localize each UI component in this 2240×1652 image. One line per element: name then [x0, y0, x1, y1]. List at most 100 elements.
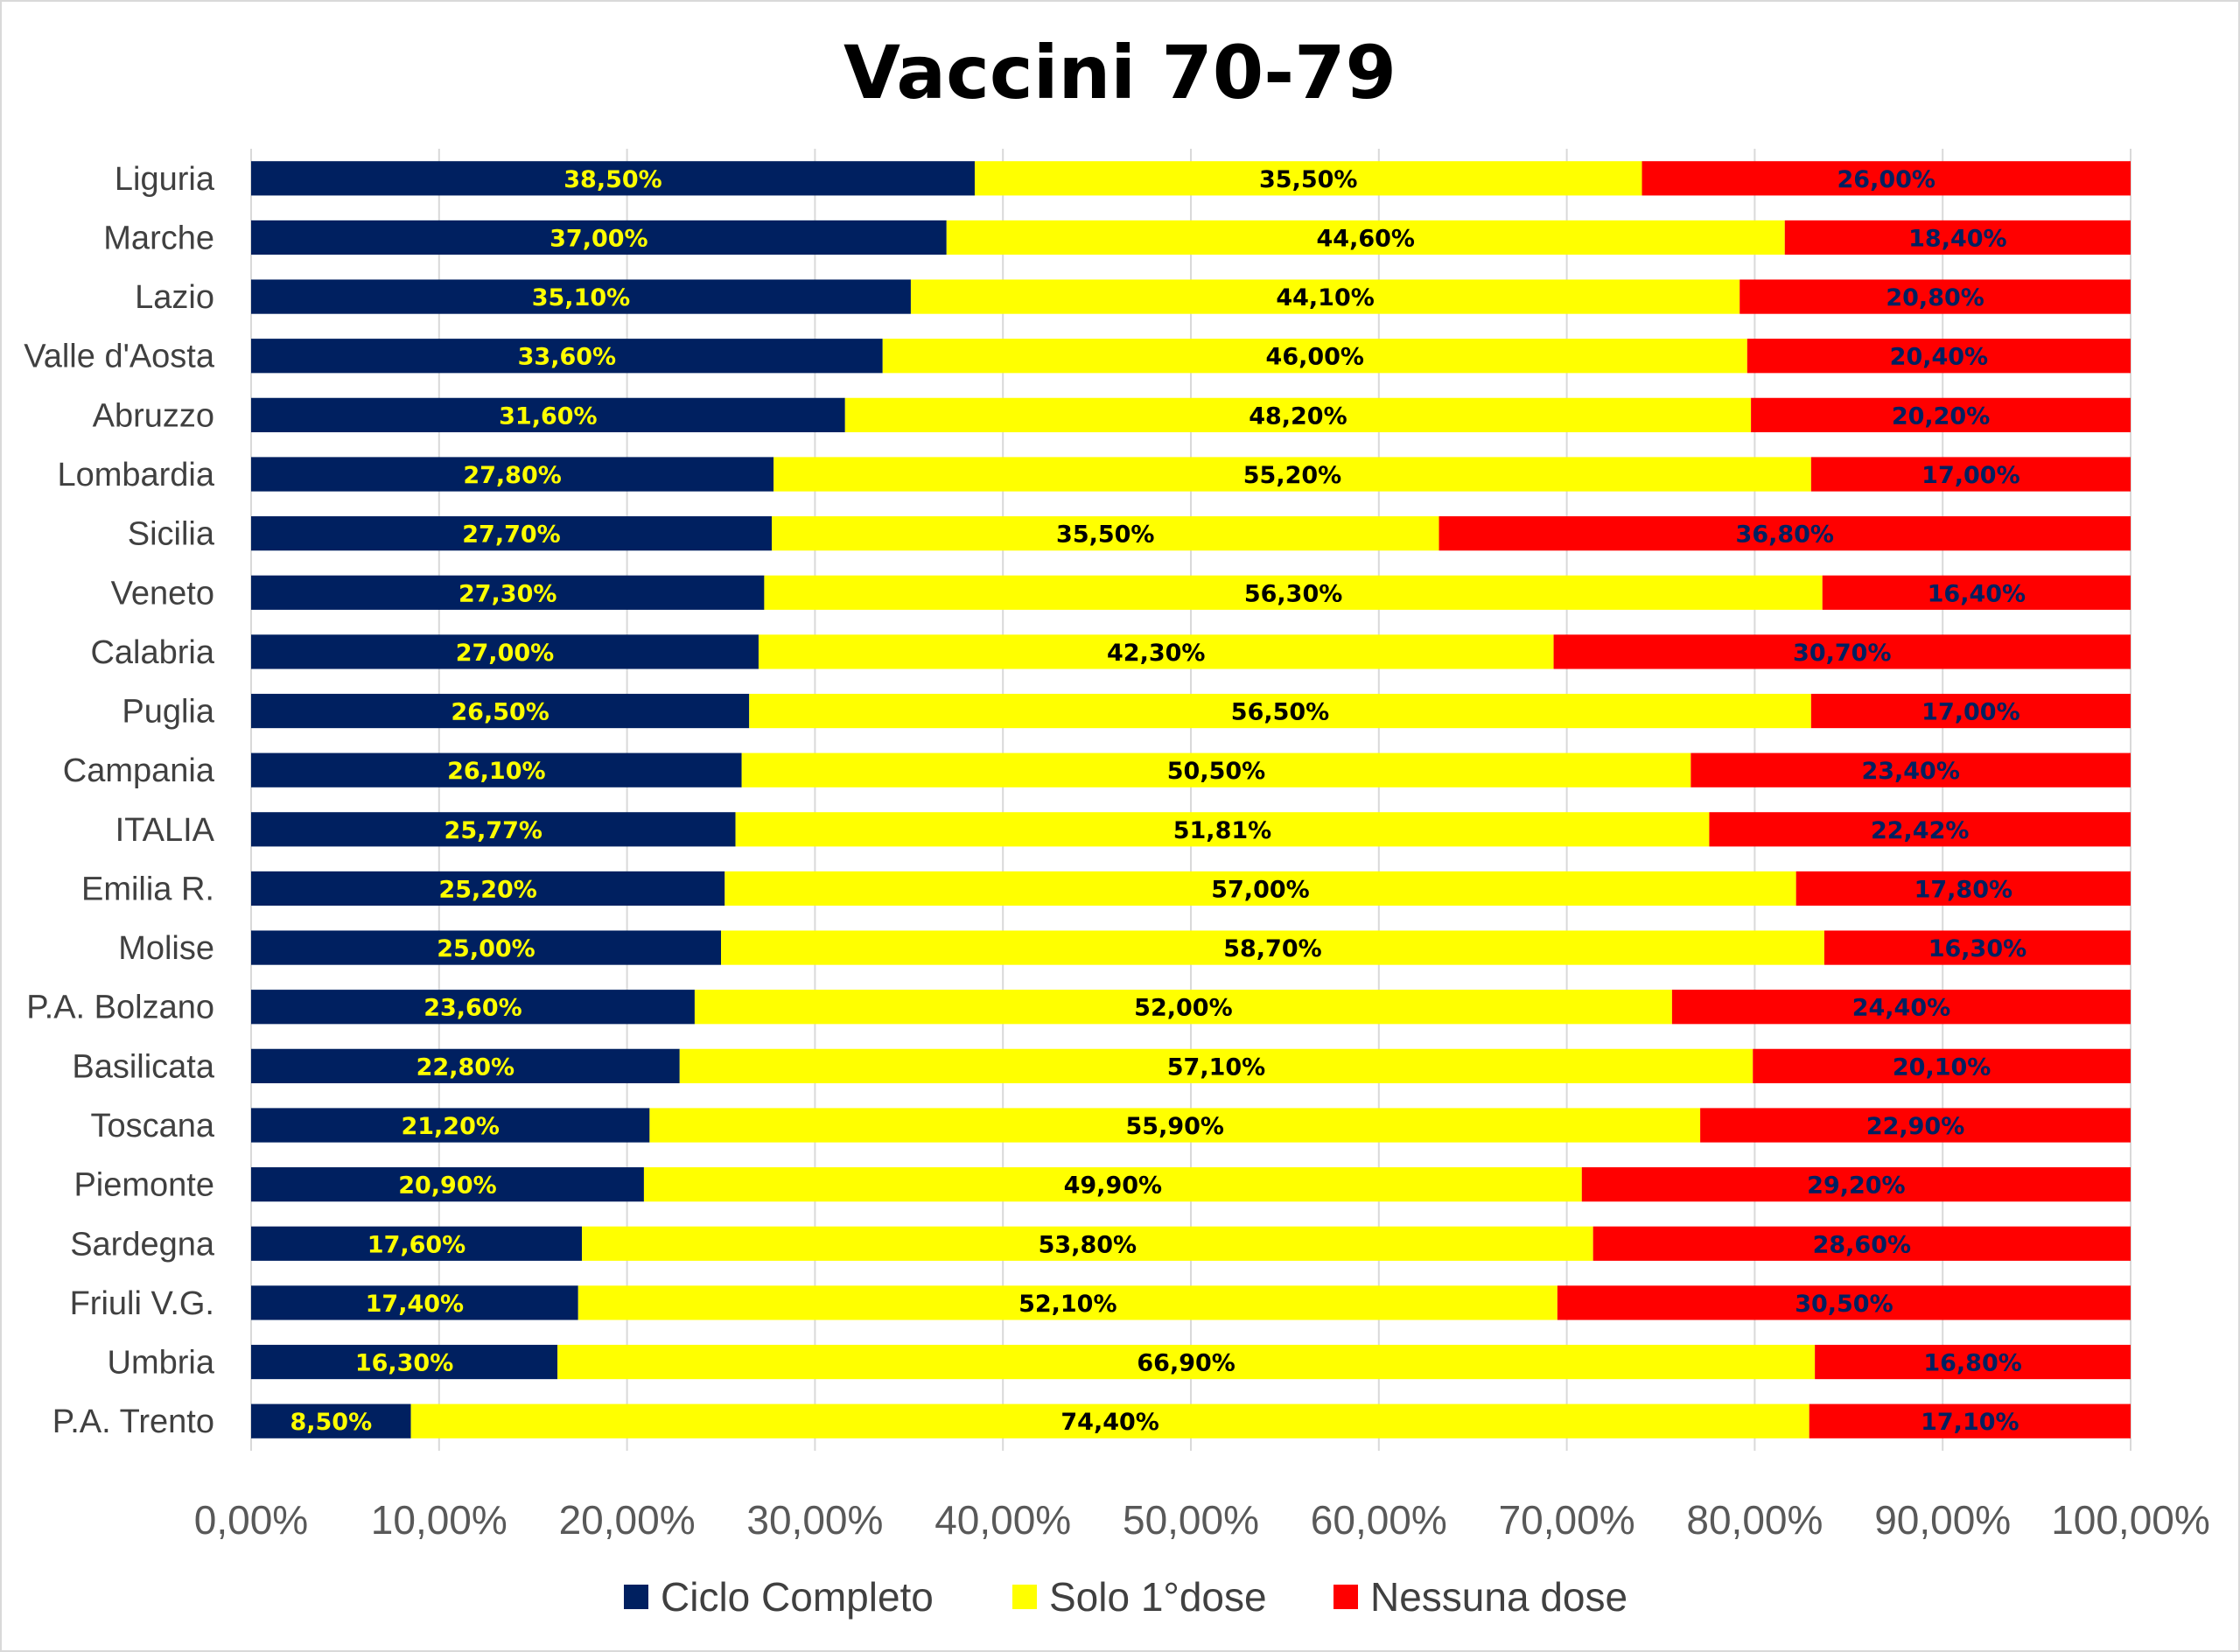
data-label: 26,00% — [1838, 166, 1936, 193]
x-tick-label: 100,00% — [2051, 1497, 2210, 1543]
bar-segment — [251, 1048, 680, 1083]
data-label: 35,50% — [1056, 522, 1154, 549]
bar-segment — [771, 516, 1439, 551]
bar-segment — [1796, 871, 2131, 906]
bar-segment — [749, 693, 1811, 729]
data-label: 52,00% — [1134, 995, 1232, 1022]
x-tick-label: 40,00% — [934, 1497, 1071, 1543]
bar-segment — [251, 990, 695, 1025]
data-label: 16,80% — [1923, 1350, 2021, 1377]
bar-segment — [251, 1285, 578, 1320]
bar-segment — [774, 457, 1811, 492]
bar-segment — [649, 1108, 1701, 1143]
bar-segment — [557, 1344, 1816, 1380]
data-label: 57,00% — [1211, 876, 1309, 903]
category-label: Molise — [118, 930, 214, 967]
data-label: 17,60% — [368, 1231, 466, 1258]
data-label: 20,20% — [1892, 402, 1990, 430]
data-label: 74,40% — [1060, 1409, 1158, 1436]
category-label: Veneto — [111, 575, 214, 612]
data-label: 23,40% — [1861, 758, 1959, 785]
category-labels: Liguria Marche Lazio Valle d'Aosta Abruzzo Lo… — [24, 161, 215, 1440]
data-label: 44,60% — [1317, 225, 1415, 252]
data-label: 17,40% — [366, 1291, 464, 1318]
data-label: 20,40% — [1890, 344, 1988, 371]
category-label: Toscana — [90, 1108, 214, 1144]
data-label: 56,30% — [1244, 580, 1342, 607]
category-label: Puglia — [122, 694, 214, 731]
category-label: Sicilia — [128, 516, 215, 553]
data-label: 22,90% — [1866, 1113, 1964, 1140]
data-label: 44,10% — [1276, 284, 1374, 312]
bar-segment — [694, 990, 1672, 1025]
data-label: 16,30% — [1928, 935, 2026, 962]
bar-segment — [1592, 1226, 2131, 1261]
bar-segment — [1671, 990, 2131, 1025]
legend-label: Nessuna dose — [1370, 1574, 1628, 1620]
data-label: 27,30% — [458, 580, 556, 607]
data-label: 25,00% — [437, 935, 535, 962]
data-label: 26,10% — [447, 758, 545, 785]
bar-segment — [251, 930, 721, 965]
data-label: 55,90% — [1126, 1113, 1224, 1140]
bar-segment — [679, 1048, 1754, 1083]
data-label: 66,90% — [1137, 1350, 1235, 1377]
data-label: 35,10% — [532, 284, 630, 312]
data-label: 46,00% — [1266, 344, 1364, 371]
data-label: 25,20% — [438, 876, 536, 903]
data-label: 30,70% — [1793, 640, 1891, 667]
data-label: 17,10% — [1921, 1409, 2019, 1436]
legend-label: Solo 1°dose — [1049, 1574, 1267, 1620]
data-label: 50,50% — [1167, 758, 1265, 785]
x-tick-label: 0,00% — [194, 1497, 308, 1543]
data-label: 31,60% — [499, 402, 597, 430]
bar-segment — [251, 812, 736, 847]
category-label: Valle d'Aosta — [24, 339, 215, 375]
data-label: 38,50% — [564, 166, 662, 193]
category-label: Lombardia — [57, 457, 214, 494]
bar-segment — [1815, 1344, 2131, 1380]
bar-segment — [643, 1167, 1582, 1202]
category-label: Emilia R. — [81, 871, 214, 907]
bar-segment — [251, 339, 883, 374]
bar-segment — [251, 693, 750, 729]
data-label: 49,90% — [1064, 1172, 1162, 1200]
data-label: 58,70% — [1223, 935, 1321, 962]
legend: Ciclo Completo Solo 1°dose Nessuna dose — [624, 1574, 1628, 1620]
data-label: 8,50% — [290, 1409, 372, 1436]
bar-segment — [1709, 812, 2131, 847]
data-label: 20,90% — [398, 1172, 496, 1200]
data-label: 16,40% — [1928, 580, 2026, 607]
bar-segment — [882, 339, 1747, 374]
category-label: P.A. Trento — [52, 1404, 214, 1440]
chart-title: Vaccini 70-79 — [844, 30, 1396, 116]
bar-segment — [1753, 1048, 2131, 1083]
legend-swatch — [624, 1585, 648, 1609]
data-label: 35,50% — [1259, 166, 1357, 193]
bar-segment — [1557, 1285, 2131, 1320]
legend-swatch — [1334, 1585, 1358, 1609]
bar-segment — [758, 634, 1554, 669]
bar-segment — [1553, 634, 2131, 669]
data-label: 52,10% — [1018, 1291, 1116, 1318]
bar-segment — [741, 752, 1691, 788]
data-label: 17,80% — [1914, 876, 2012, 903]
data-label: 27,00% — [456, 640, 554, 667]
bar-segment — [1751, 397, 2131, 432]
bar-segment — [1581, 1167, 2131, 1202]
x-tick-label: 60,00% — [1311, 1497, 1447, 1543]
bar-segment — [1740, 279, 2131, 314]
legend-label: Ciclo Completo — [661, 1574, 934, 1620]
category-label: Sardegna — [70, 1226, 215, 1263]
data-label: 27,80% — [463, 462, 561, 489]
data-label: 29,20% — [1807, 1172, 1905, 1200]
bar-segment — [735, 812, 1710, 847]
data-label: 25,77% — [444, 817, 542, 844]
data-label: 20,80% — [1886, 284, 1984, 312]
data-label: 17,00% — [1922, 699, 2020, 726]
x-tick-label: 70,00% — [1499, 1497, 1635, 1543]
category-label: Piemonte — [74, 1167, 214, 1204]
data-label: 26,50% — [451, 699, 549, 726]
bar-segment — [1822, 575, 2131, 610]
